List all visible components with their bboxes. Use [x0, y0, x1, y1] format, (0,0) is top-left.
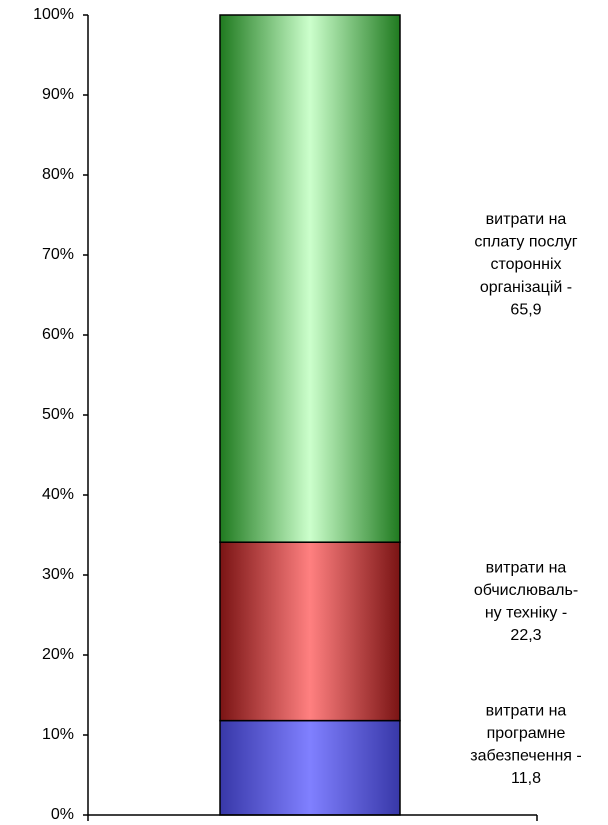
data-label: ну техніку - — [485, 605, 567, 622]
y-tick-label: 50% — [42, 406, 74, 423]
data-label: забезпечення - — [470, 748, 581, 765]
y-tick-label: 0% — [51, 806, 74, 823]
data-label: організацій - — [480, 279, 572, 296]
data-label: 65,9 — [510, 301, 541, 318]
bar-segment — [219, 719, 401, 816]
data-label: 22,3 — [510, 627, 541, 644]
data-label: витрати на — [486, 702, 567, 719]
y-tick-label: 80% — [42, 166, 74, 183]
data-label: витрати на — [486, 559, 567, 576]
y-tick-label: 90% — [42, 86, 74, 103]
y-tick-label: 20% — [42, 646, 74, 663]
y-tick-label: 100% — [33, 6, 74, 23]
data-label: 11,8 — [511, 770, 541, 787]
bar-segment — [219, 14, 401, 543]
y-tick-label: 30% — [42, 566, 74, 583]
y-tick-label: 70% — [42, 246, 74, 263]
data-label: сторонніх — [490, 256, 561, 273]
data-label: програмне — [487, 725, 566, 742]
bar-segment — [219, 541, 401, 722]
y-tick-label: 40% — [42, 486, 74, 503]
data-label: обчислюваль- — [474, 582, 578, 599]
y-tick-label: 10% — [42, 726, 74, 743]
data-label: сплату послуг — [474, 234, 577, 251]
data-label: витрати на — [486, 211, 567, 228]
y-tick-label: 60% — [42, 326, 74, 343]
